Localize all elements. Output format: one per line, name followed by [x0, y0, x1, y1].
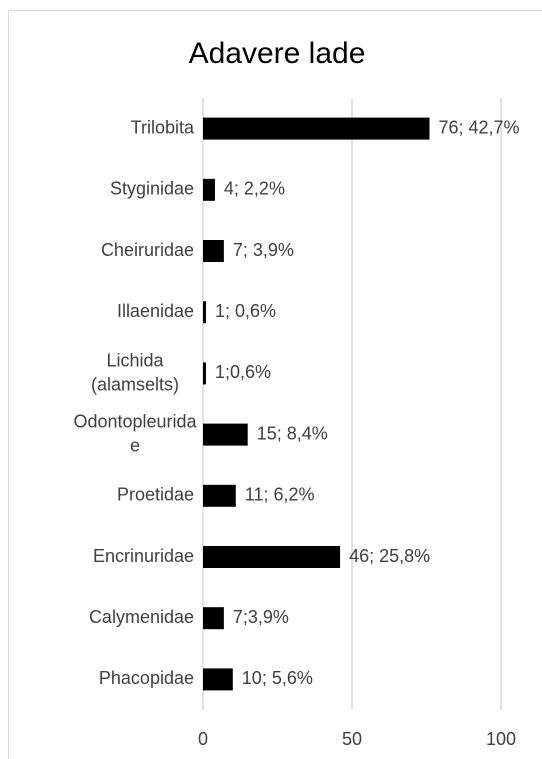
data-label: 1; 0,6% [215, 301, 276, 321]
y-tick-label: Encrinuridae [93, 546, 194, 566]
bar [203, 362, 206, 385]
chart-title: Adavere lade [189, 37, 366, 70]
y-tick-label: Proetidae [117, 485, 194, 505]
data-label: 11; 6,2% [245, 485, 315, 505]
y-tick-label: Calymenidae [89, 607, 194, 627]
data-label: 15; 8,4% [257, 423, 328, 443]
chart-frame [8, 10, 542, 759]
bar [203, 668, 233, 691]
data-label: 1;0,6% [215, 362, 271, 382]
y-tick-label: Phacopidae [99, 668, 194, 688]
data-label: 10; 5,6% [242, 668, 313, 688]
y-tick-label: Cheiruridae [101, 240, 194, 260]
y-tick-label: Lichida (alamselts) [91, 350, 179, 394]
bar [203, 546, 341, 568]
data-label: 7;3,9% [233, 607, 289, 627]
bar [203, 117, 430, 140]
bar [203, 178, 215, 201]
data-label: 46; 25,8% [349, 546, 430, 566]
data-label: 76; 42,7% [438, 117, 519, 137]
y-tick-label: Trilobita [131, 117, 195, 137]
data-label: 7; 3,9% [233, 240, 294, 260]
bar [203, 240, 224, 262]
y-tick-label: Odontopleurida e [73, 411, 197, 455]
bar [203, 607, 224, 630]
y-tick-label: Illaenidae [117, 301, 194, 321]
x-tick-label: 50 [342, 729, 362, 749]
bar [203, 484, 236, 507]
data-label: 4; 2,2% [224, 179, 285, 199]
bar [203, 423, 248, 446]
bar [203, 301, 206, 324]
x-tick-label: 0 [198, 729, 208, 749]
y-tick-label: Styginidae [110, 179, 194, 199]
x-tick-label: 100 [486, 729, 516, 749]
